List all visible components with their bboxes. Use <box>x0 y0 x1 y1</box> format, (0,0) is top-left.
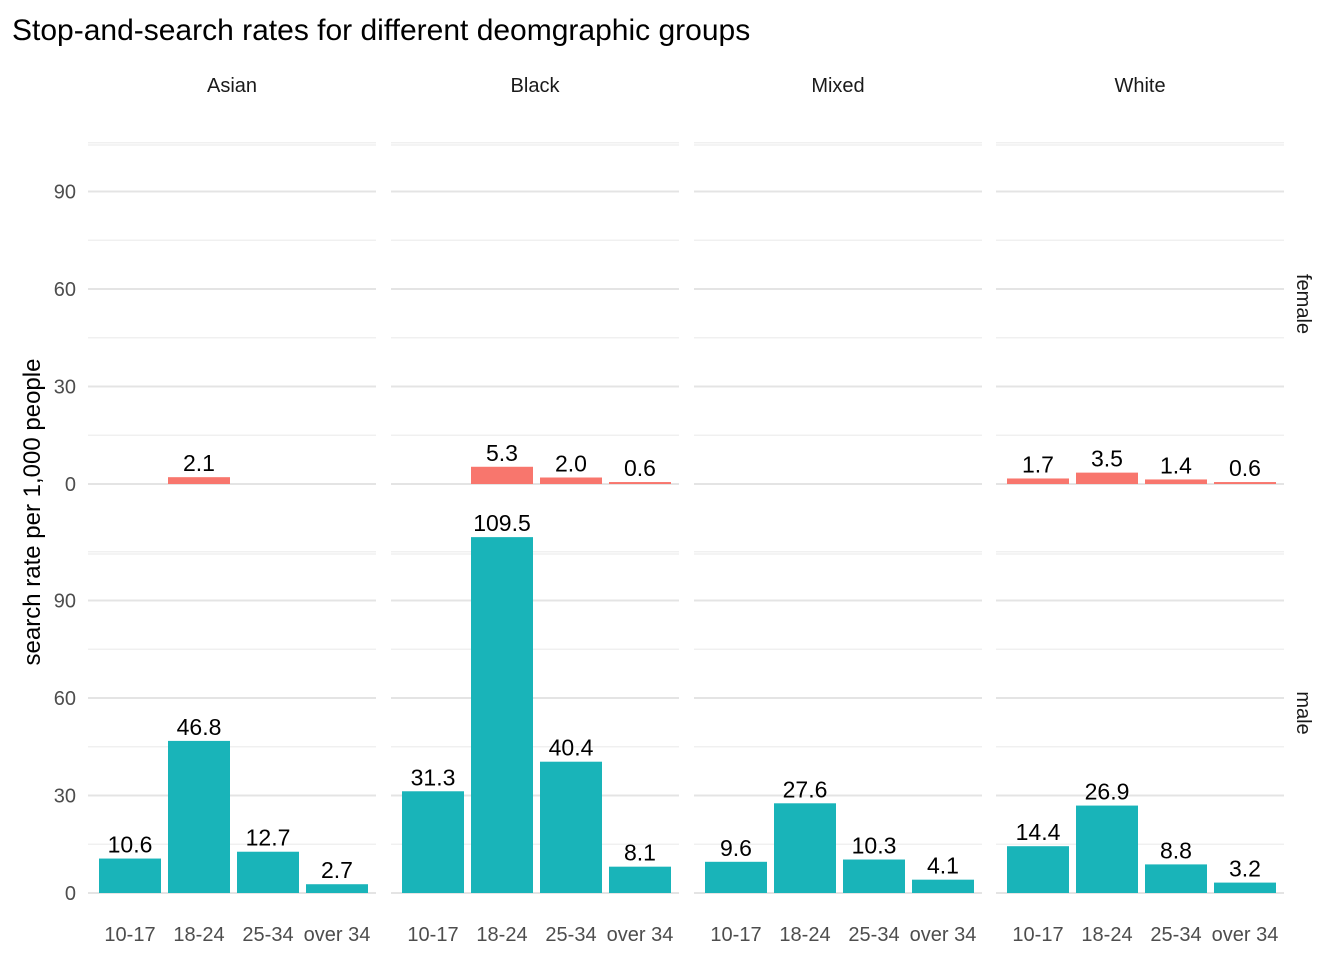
data-label: 2.1 <box>183 450 215 476</box>
bar-mixed-male-25-34 <box>843 859 905 893</box>
x-tick-label: 18-24 <box>476 924 527 946</box>
x-tick-label: 25-34 <box>242 924 293 946</box>
bar-mixed-male-18-24 <box>774 803 836 893</box>
data-label: 0.6 <box>624 455 656 481</box>
x-tick-label: over 34 <box>607 924 674 946</box>
x-tick-label: 18-24 <box>779 924 830 946</box>
bar-asian-male-over-34 <box>306 884 368 893</box>
bar-white-female-18-24 <box>1076 472 1138 484</box>
bar-black-female-25-34 <box>540 477 602 484</box>
data-label: 9.6 <box>720 835 752 861</box>
data-label: 27.6 <box>783 776 828 802</box>
y-tick-label: 60 <box>54 279 76 301</box>
facet-label-asian: Asian <box>207 75 257 97</box>
facet-label-white: White <box>1114 75 1165 97</box>
x-tick-label: 10-17 <box>710 924 761 946</box>
bar-black-male-10-17 <box>402 791 464 893</box>
panels-layer: Asian Black Mixed White female male 0 30 60 90 0 30… <box>54 75 1314 946</box>
data-label: 3.2 <box>1229 856 1261 882</box>
data-label: 14.4 <box>1016 819 1061 845</box>
bar-white-female-over-34 <box>1214 482 1276 484</box>
data-label: 2.0 <box>555 451 587 477</box>
bar-white-female-10-17 <box>1007 478 1069 484</box>
data-label: 109.5 <box>473 510 531 536</box>
bar-asian-male-10-17 <box>99 858 161 893</box>
panel-grid-white-female <box>996 142 1284 485</box>
bar-white-female-25-34 <box>1145 479 1207 484</box>
x-tick-label: 10-17 <box>407 924 458 946</box>
x-tick-label: 18-24 <box>1081 924 1132 946</box>
data-label: 46.8 <box>177 714 222 740</box>
x-tick-label: over 34 <box>910 924 977 946</box>
data-label: 4.1 <box>927 853 959 879</box>
x-tick-label: over 34 <box>304 924 371 946</box>
panel-grid-asian-female <box>88 142 376 485</box>
bar-black-male-18-24 <box>471 537 533 893</box>
data-label: 10.3 <box>852 833 897 859</box>
bar-white-male-over-34 <box>1214 882 1276 893</box>
x-tick-label: 25-34 <box>1150 924 1201 946</box>
bar-asian-female-18-24 <box>168 477 230 484</box>
data-label: 3.5 <box>1091 446 1123 472</box>
x-tick-label: 18-24 <box>173 924 224 946</box>
bar-asian-male-25-34 <box>237 851 299 893</box>
bar-mixed-male-over-34 <box>912 879 974 893</box>
data-label: 31.3 <box>411 764 456 790</box>
bar-white-male-18-24 <box>1076 805 1138 893</box>
y-tick-label: 90 <box>54 591 76 613</box>
x-tick-label: 10-17 <box>104 924 155 946</box>
y-axis-label: search rate per 1,000 people <box>19 359 46 666</box>
bar-white-male-25-34 <box>1145 864 1207 893</box>
data-label: 40.4 <box>549 735 594 761</box>
data-label: 0.6 <box>1229 455 1261 481</box>
x-tick-label: over 34 <box>1212 924 1279 946</box>
x-tick-label: 10-17 <box>1012 924 1063 946</box>
facet-label-black: Black <box>511 75 561 97</box>
data-label: 8.1 <box>624 840 656 866</box>
x-tick-label: 25-34 <box>545 924 596 946</box>
data-label: 12.7 <box>246 825 291 851</box>
data-label: 1.4 <box>1160 452 1192 478</box>
data-label: 2.7 <box>321 857 353 883</box>
bar-black-male-over-34 <box>609 866 671 893</box>
bar-white-male-10-17 <box>1007 846 1069 893</box>
panel-grid-black-female <box>391 142 679 485</box>
data-label: 1.7 <box>1022 451 1054 477</box>
y-tick-label: 90 <box>54 182 76 204</box>
data-label: 10.6 <box>108 832 153 858</box>
bar-black-female-18-24 <box>471 466 533 484</box>
chart-title: Stop-and-search rates for different deom… <box>12 14 750 47</box>
y-tick-label: 0 <box>65 474 76 496</box>
bar-mixed-male-10-17 <box>705 861 767 893</box>
bar-black-female-over-34 <box>609 482 671 484</box>
facet-label-female: female <box>1292 274 1314 334</box>
data-label: 8.8 <box>1160 837 1192 863</box>
y-tick-label: 30 <box>54 377 76 399</box>
x-tick-label: 25-34 <box>848 924 899 946</box>
bar-black-male-25-34 <box>540 761 602 893</box>
facet-label-mixed: Mixed <box>811 75 864 97</box>
facet-label-male: male <box>1292 691 1314 734</box>
data-label: 5.3 <box>486 440 518 466</box>
y-tick-label: 0 <box>65 883 76 905</box>
y-tick-label: 60 <box>54 688 76 710</box>
y-tick-label: 30 <box>54 786 76 808</box>
panel-grid-mixed-female <box>694 142 982 485</box>
data-label: 26.9 <box>1085 779 1130 805</box>
panel-grid-white-male <box>996 551 1284 894</box>
bar-asian-male-18-24 <box>168 740 230 893</box>
